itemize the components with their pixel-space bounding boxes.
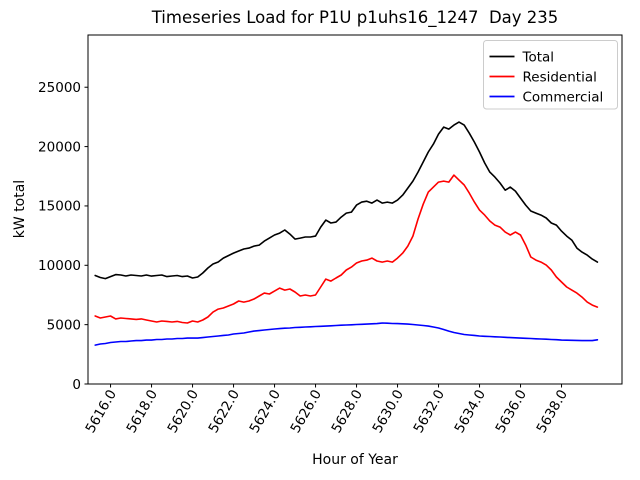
y-axis-label: kW total [12, 179, 28, 239]
legend-label-total: Total [522, 50, 555, 66]
x-tick-label: 5624.0 [247, 387, 284, 436]
x-tick-label: 5626.0 [288, 387, 325, 436]
y-tick-label: 10000 [38, 258, 81, 274]
y-tick-label: 20000 [38, 139, 81, 155]
x-tick-label: 5622.0 [206, 387, 243, 436]
axes-frame [87, 34, 623, 385]
x-tick-label: 5632.0 [411, 387, 448, 436]
x-tick-label: 5634.0 [452, 387, 489, 436]
y-tick-label: 15000 [38, 199, 81, 215]
y-tick-label: 5000 [47, 317, 81, 333]
x-tick-label: 5636.0 [493, 387, 530, 436]
x-axis-label: Hour of Year [312, 452, 398, 468]
y-tick-label: 25000 [38, 80, 81, 96]
series-line-total [94, 121, 599, 280]
x-tick-label: 5616.0 [83, 387, 120, 436]
series-line-commercial [94, 322, 599, 346]
x-tick-label: 5630.0 [370, 387, 407, 436]
chart-title: Timeseries Load for P1U p1uhs16_1247 Day… [151, 8, 559, 27]
legend-label-commercial: Commercial [523, 90, 604, 106]
series-line-residential [94, 174, 599, 324]
x-tick-label: 5620.0 [165, 387, 202, 436]
y-tick-label: 0 [72, 377, 81, 393]
x-tick-label: 5628.0 [329, 387, 366, 436]
x-tick-label: 5618.0 [124, 387, 161, 436]
x-tick-label: 5638.0 [534, 387, 571, 436]
legend-box [483, 40, 618, 110]
legend-label-residential: Residential [523, 70, 597, 86]
